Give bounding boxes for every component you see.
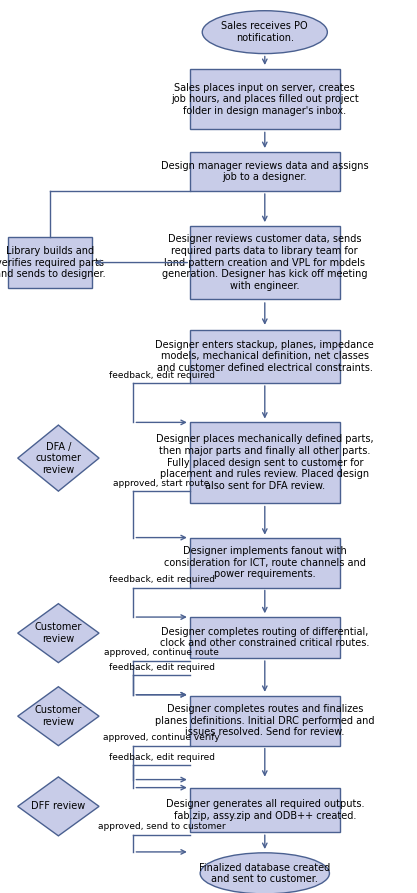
FancyBboxPatch shape <box>190 696 340 746</box>
FancyBboxPatch shape <box>190 788 340 832</box>
Text: feedback, edit required: feedback, edit required <box>108 575 215 584</box>
Text: Sales places input on server, creates
job hours, and places filled out project
f: Sales places input on server, creates jo… <box>171 82 359 116</box>
Text: approved, send to customer: approved, send to customer <box>98 822 226 831</box>
Ellipse shape <box>200 853 329 893</box>
FancyBboxPatch shape <box>190 538 340 588</box>
Text: Designer completes routes and finalizes
planes definitions. Initial DRC performe: Designer completes routes and finalizes … <box>155 704 374 738</box>
Text: Sales receives PO
notification.: Sales receives PO notification. <box>221 21 308 43</box>
FancyBboxPatch shape <box>190 152 340 191</box>
Text: Customer
review: Customer review <box>35 622 82 644</box>
FancyBboxPatch shape <box>190 69 340 129</box>
FancyBboxPatch shape <box>190 330 340 383</box>
Text: Designer enters stackup, planes, impedance
models, mechanical definition, net cl: Designer enters stackup, planes, impedan… <box>156 339 374 373</box>
Text: DFF review: DFF review <box>31 801 85 812</box>
Text: Designer completes routing of differential,
clock and other constrained critical: Designer completes routing of differenti… <box>160 627 369 648</box>
Text: feedback, edit required: feedback, edit required <box>108 371 215 380</box>
Text: Customer
review: Customer review <box>35 705 82 727</box>
Text: approved, continue route: approved, continue route <box>104 648 219 657</box>
Text: DFA /
customer
review: DFA / customer review <box>35 441 81 475</box>
Polygon shape <box>18 425 99 491</box>
FancyBboxPatch shape <box>190 422 340 503</box>
Text: feedback, edit required: feedback, edit required <box>108 663 215 672</box>
FancyBboxPatch shape <box>190 226 340 299</box>
Polygon shape <box>18 687 99 746</box>
Text: Designer reviews customer data, sends
required parts data to library team for
la: Designer reviews customer data, sends re… <box>162 234 367 291</box>
Polygon shape <box>18 604 99 663</box>
FancyBboxPatch shape <box>8 237 92 288</box>
FancyBboxPatch shape <box>190 617 340 658</box>
Text: feedback, edit required: feedback, edit required <box>108 753 215 762</box>
Ellipse shape <box>202 11 327 54</box>
Text: Library builds and
verifies required parts
and sends to designer.: Library builds and verifies required par… <box>0 246 106 280</box>
Text: Design manager reviews data and assigns
job to a designer.: Design manager reviews data and assigns … <box>161 161 369 182</box>
Text: approved, start route: approved, start route <box>113 479 210 488</box>
Polygon shape <box>18 777 99 836</box>
Text: approved, continue verify: approved, continue verify <box>103 733 220 742</box>
Text: Finalized database created
and sent to customer.: Finalized database created and sent to c… <box>199 863 330 884</box>
Text: Designer implements fanout with
consideration for ICT, route channels and
power : Designer implements fanout with consider… <box>164 546 366 580</box>
Text: Designer places mechanically defined parts,
then major parts and finally all oth: Designer places mechanically defined par… <box>156 434 374 491</box>
Text: Designer generates all required outputs.
fab.zip, assy.zip and ODB++ created.: Designer generates all required outputs.… <box>166 799 364 821</box>
